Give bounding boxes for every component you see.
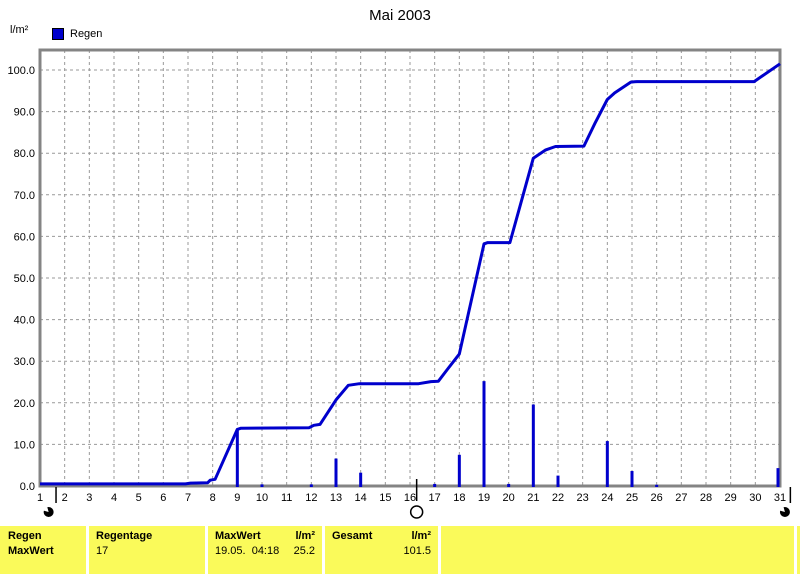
chart-title: Mai 2003	[369, 7, 431, 24]
cumulative-rain-line	[40, 62, 781, 486]
regentage-header: Regentage	[96, 530, 153, 542]
left-pan-marker[interactable]	[43, 487, 57, 517]
gesamt-header: Gesamt	[332, 530, 373, 542]
y-tick-label: 100.0	[7, 65, 35, 77]
plot-frame	[38, 48, 782, 488]
y-axis-unit-label: l/m²	[10, 24, 29, 36]
x-tick-label: 13	[330, 492, 342, 504]
x-tick-label: 23	[577, 492, 589, 504]
summary-divider	[322, 526, 325, 574]
x-tick-label: 9	[234, 492, 240, 504]
summary-row-label-maxwert: MaxWert	[8, 545, 54, 557]
y-tick-label: 20.0	[14, 398, 35, 410]
grid	[40, 50, 780, 486]
y-tick-label: 80.0	[14, 148, 35, 160]
y-tick-label: 70.0	[14, 190, 35, 202]
legend-label: Regen	[70, 28, 103, 40]
summary-col-regentage: Regentage 17	[89, 526, 205, 574]
maxwert-datetime: 19.05. 04:18	[215, 545, 280, 557]
x-tick-label: 22	[552, 492, 564, 504]
gesamt-value: 101.5	[403, 545, 431, 557]
x-tick-label: 5	[136, 492, 142, 504]
maxwert-unit: l/m²	[295, 530, 315, 542]
x-tick-label: 11	[281, 492, 292, 504]
x-tick-label: 24	[601, 492, 613, 504]
y-tick-label: 30.0	[14, 356, 35, 368]
x-tick-label: 1	[37, 492, 43, 504]
x-tick-label: 20	[503, 492, 515, 504]
x-tick-label: 28	[700, 492, 712, 504]
x-tick-label: 31	[774, 492, 786, 504]
x-tick-label: 3	[86, 492, 92, 504]
legend: Regen	[52, 28, 102, 40]
x-tick-label: 18	[453, 492, 465, 504]
x-tick-label: 26	[651, 492, 663, 504]
y-tick-label: 60.0	[14, 231, 35, 243]
daily-rain-bars	[235, 381, 780, 487]
x-tick-label: 2	[62, 492, 68, 504]
summary-row-label-regen: Regen	[8, 530, 42, 542]
x-tick-label: 16	[404, 492, 416, 504]
maxwert-header: MaxWert	[215, 530, 261, 542]
x-tick-label: 30	[749, 492, 761, 504]
x-tick-label: 25	[626, 492, 638, 504]
x-tick-label: 27	[675, 492, 687, 504]
summary-col-maxwert: MaxWert l/m² 19.05. 04:18 25.2	[208, 526, 322, 574]
y-tick-label: 0.0	[20, 481, 35, 493]
x-tick-label: 8	[210, 492, 216, 504]
x-tick-label: 12	[305, 492, 317, 504]
summary-row-labels: Regen MaxWert	[0, 526, 86, 574]
x-tick-label: 29	[725, 492, 737, 504]
summary-panel: Regen MaxWert Regentage 17 MaxWert l/m² …	[0, 526, 800, 574]
y-tick-label: 50.0	[14, 273, 35, 285]
right-pan-marker[interactable]	[779, 487, 792, 517]
summary-col-gesamt: Gesamt l/m² 101.5	[325, 526, 438, 574]
x-tick-label: 10	[256, 492, 268, 504]
gesamt-unit: l/m²	[411, 530, 431, 542]
x-tick-label: 6	[160, 492, 166, 504]
x-tick-label: 17	[429, 492, 441, 504]
regentage-value: 17	[96, 545, 109, 557]
y-tick-label: 40.0	[14, 315, 35, 327]
y-tick-label: 10.0	[14, 439, 35, 451]
x-tick-label: 21	[527, 492, 539, 504]
summary-divider	[86, 526, 89, 574]
x-tick-label: 14	[355, 492, 367, 504]
summary-divider	[205, 526, 208, 574]
y-axis-labels: 0.0 10.0 20.0 30.0 40.0 50.0 60.0 70.0 80.0 90.0 1…	[7, 65, 35, 493]
maxwert-value: 25.2	[293, 545, 315, 557]
summary-divider	[794, 526, 797, 574]
x-axis-labels: 1 2 3 4 5 6 7 8 9 10 11 12 13 14 15 16 17 18 19 20 21 22 23 24 2…	[37, 492, 786, 504]
time-cursor-marker[interactable]	[409, 479, 424, 519]
x-tick-label: 4	[111, 492, 117, 504]
x-tick-label: 7	[185, 492, 191, 504]
x-tick-label: 19	[478, 492, 490, 504]
summary-divider	[438, 526, 441, 574]
summary-empty-area	[441, 526, 794, 574]
x-tick-label: 15	[379, 492, 391, 504]
y-tick-label: 90.0	[14, 107, 35, 119]
legend-color-swatch	[52, 28, 64, 40]
